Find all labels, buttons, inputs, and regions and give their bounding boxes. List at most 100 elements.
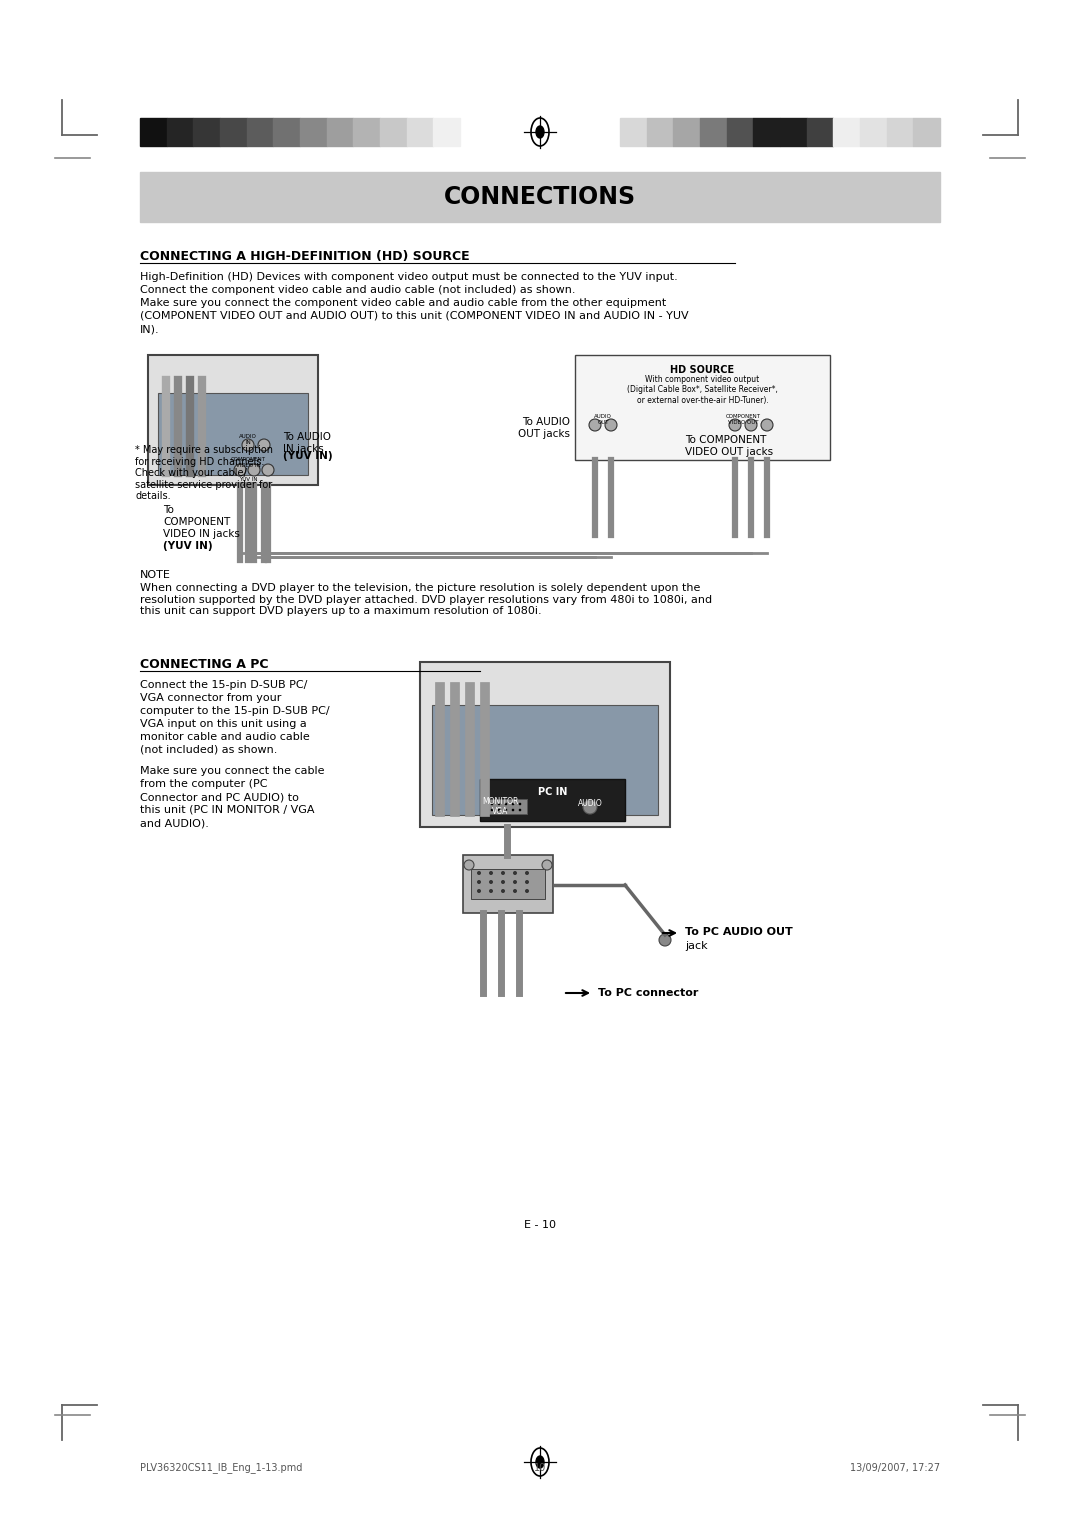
Text: With component video output
(Digital Cable Box*, Satellite Receiver*,
or externa: With component video output (Digital Cab… [627,374,778,405]
Bar [834,118,860,147]
Bar [300,118,326,147]
Text: Connect the component video cable and audio cable (not included) as shown.: Connect the component video cable and au… [140,286,576,295]
Circle shape [498,808,500,811]
Circle shape [489,889,492,892]
Text: CONNECTING A HIGH-DEFINITION (HD) SOURCE: CONNECTING A HIGH-DEFINITION (HD) SOURCE [140,251,470,263]
Text: CONNECTING A PC: CONNECTING A PC [140,659,269,671]
Bar [887,118,914,147]
Text: AUDIO
IN: AUDIO IN [239,434,257,445]
Bar [860,118,887,147]
Circle shape [745,419,757,431]
Text: CONNECTIONS: CONNECTIONS [444,185,636,209]
Bar [407,118,433,147]
Ellipse shape [536,1456,544,1468]
Circle shape [504,802,508,805]
Text: VIDEO IN jacks: VIDEO IN jacks [163,529,240,539]
Text: computer to the 15-pin D-SUB PC/: computer to the 15-pin D-SUB PC/ [140,706,329,717]
Bar [914,118,940,147]
Bar [148,354,318,484]
Bar [487,799,527,814]
Circle shape [761,419,773,431]
Circle shape [248,465,260,477]
Text: PLV36320CS11_IB_Eng_1-13.pmd: PLV36320CS11_IB_Eng_1-13.pmd [140,1462,302,1473]
Circle shape [489,871,492,876]
Bar [353,118,380,147]
Ellipse shape [536,125,544,138]
Text: To PC connector: To PC connector [598,989,699,998]
Circle shape [513,880,517,885]
Text: (YUV IN): (YUV IN) [163,541,213,552]
Circle shape [498,802,500,805]
Bar [246,118,273,147]
Circle shape [525,871,529,876]
Text: Make sure you connect the cable: Make sure you connect the cable [140,766,324,776]
Bar [471,869,545,898]
Bar [166,118,193,147]
Text: To: To [163,504,174,515]
Bar [140,173,940,222]
Text: this unit (PC IN MONITOR / VGA: this unit (PC IN MONITOR / VGA [140,805,314,814]
Circle shape [234,465,246,477]
Bar [140,118,166,147]
Circle shape [605,419,617,431]
Bar [575,354,831,460]
Circle shape [501,889,505,892]
Text: COMPONENT
VIDEO OUT: COMPONENT VIDEO OUT [726,414,760,425]
Circle shape [242,439,254,451]
Text: from the computer (PC: from the computer (PC [140,779,268,788]
Circle shape [512,808,514,811]
Bar [480,779,625,821]
Bar [193,118,220,147]
Text: High-Definition (HD) Devices with component video output must be connected to th: High-Definition (HD) Devices with compon… [140,272,678,283]
Text: jack: jack [685,941,707,950]
Text: Connector and PC AUDIO) to: Connector and PC AUDIO) to [140,792,299,802]
Circle shape [262,465,274,477]
Circle shape [513,871,517,876]
Text: (YUV IN): (YUV IN) [283,451,333,461]
Circle shape [518,808,522,811]
Circle shape [477,889,481,892]
Circle shape [542,860,552,869]
Bar [780,118,807,147]
Bar [220,118,246,147]
Bar [326,118,353,147]
Text: To PC AUDIO OUT: To PC AUDIO OUT [685,927,793,937]
Circle shape [512,802,514,805]
Bar [158,393,308,475]
Circle shape [489,880,492,885]
Circle shape [518,802,522,805]
Circle shape [729,419,741,431]
Text: VGA connector from your: VGA connector from your [140,694,282,703]
Text: COMPONENT: COMPONENT [163,516,230,527]
Circle shape [258,439,270,451]
Text: PC IN: PC IN [538,787,567,798]
Text: AUDIO: AUDIO [578,799,603,808]
Circle shape [504,808,508,811]
Text: VGA: VGA [491,807,509,816]
Circle shape [525,880,529,885]
Circle shape [490,802,494,805]
Circle shape [513,889,517,892]
Circle shape [501,871,505,876]
Bar [754,118,780,147]
Bar [807,118,834,147]
Text: (not included) as shown.: (not included) as shown. [140,746,278,755]
Text: When connecting a DVD player to the television, the picture resolution is solely: When connecting a DVD player to the tele… [140,584,712,616]
Bar [700,118,727,147]
Text: To AUDIO
IN jacks: To AUDIO IN jacks [283,432,330,454]
Text: Connect the 15-pin D-SUB PC/: Connect the 15-pin D-SUB PC/ [140,680,308,691]
Circle shape [477,871,481,876]
Circle shape [464,860,474,869]
Circle shape [490,808,494,811]
Text: Make sure you connect the component video cable and audio cable from the other e: Make sure you connect the component vide… [140,298,666,309]
Text: (COMPONENT VIDEO OUT and AUDIO OUT) to this unit (COMPONENT VIDEO IN and AUDIO I: (COMPONENT VIDEO OUT and AUDIO OUT) to t… [140,312,689,321]
Bar [727,118,754,147]
Text: 13/09/2007, 17:27: 13/09/2007, 17:27 [850,1462,940,1473]
Text: MONITOR: MONITOR [482,798,518,805]
Circle shape [583,801,597,814]
Bar [380,118,407,147]
Text: COMPONENT
VIDEO IN: COMPONENT VIDEO IN [230,457,266,468]
Circle shape [659,934,671,946]
Text: * May require a subscription
for receiving HD channels.
Check with your cable/
s: * May require a subscription for receivi… [135,445,273,501]
Text: VGA input on this unit using a: VGA input on this unit using a [140,720,307,729]
